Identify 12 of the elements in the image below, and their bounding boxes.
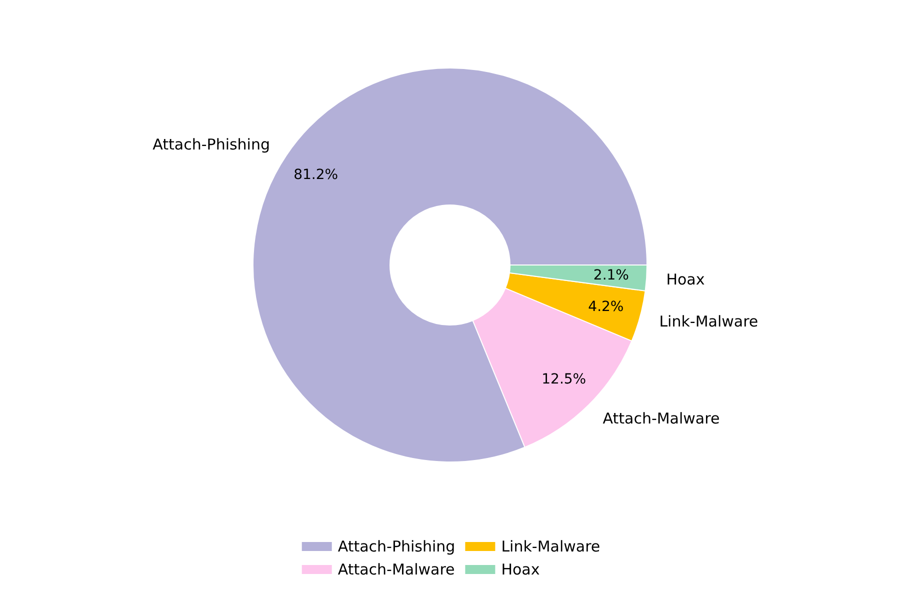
legend-label: Link-Malware — [501, 538, 600, 556]
data-label: 12.5% — [542, 372, 586, 388]
data-label: 81.2% — [294, 167, 338, 184]
legend-label: Attach-Phishing — [338, 538, 456, 556]
slice-label: Attach-Malware — [602, 410, 720, 428]
data-label: 4.2% — [588, 299, 624, 316]
data-label: 2.1% — [593, 268, 629, 284]
slice-label: Attach-Phishing — [152, 135, 270, 154]
slice-label: Hoax — [666, 270, 705, 288]
legend-label: Hoax — [501, 560, 540, 578]
legend-label: Attach-Malware — [338, 560, 455, 578]
slice-label: Link-Malware — [659, 312, 758, 331]
